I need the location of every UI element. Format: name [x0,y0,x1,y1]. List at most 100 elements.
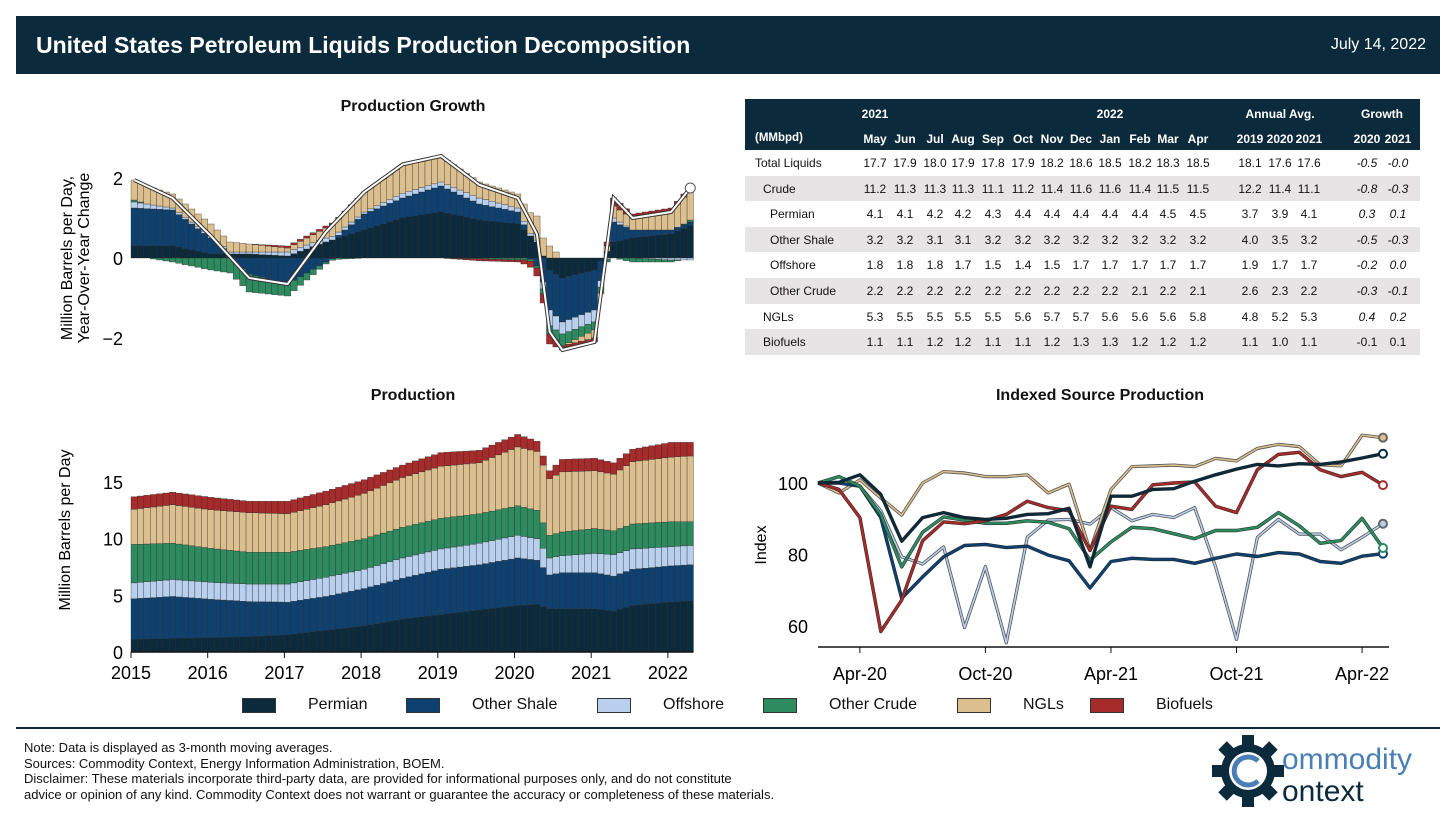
growth-bar-permian [367,227,375,259]
production-bar-offshore [335,574,343,595]
growth-bar-ngls [418,160,426,188]
production-bar-biofuels [175,492,183,506]
growth-bar-permian [265,254,272,259]
growth-bar-permian [412,215,419,259]
table-cell: 0.0 [1389,258,1407,273]
production-bar-offshore [533,538,541,561]
production-bar-ngls [616,469,624,529]
production-bar-offshore [233,583,240,602]
production-bar-ngls [539,464,547,524]
production-bar-offshore [629,548,637,570]
production-bar-offshore [501,537,509,561]
production-bar-other-shale [386,581,394,622]
production-bar-other-crude [309,548,317,580]
total-liquids-line [133,154,692,352]
table-cell: 12.2 [1238,181,1262,196]
production-bar-permian [194,637,202,653]
growth-bar-other-crude [181,257,189,265]
legend-label: NGLs [1023,696,1064,713]
growth-bar-offshore [239,251,247,255]
production-bar-biofuels [578,458,585,472]
column-header: Apr [1187,132,1209,146]
production-bar-other-crude [667,521,675,547]
growth-bar-permian [169,245,176,259]
table-cell: 4.4 [1072,207,1090,222]
growth-bar-permian [373,225,381,259]
growth-bar-ngls [552,251,560,259]
growth-bar-other-shale [130,207,138,247]
legend-label: Offshore [663,696,725,713]
production-bar-other-crude [629,523,637,550]
production-bar-other-crude [686,521,694,546]
table-cell: -0.1 [1387,284,1409,298]
production-bar-other-shale [591,572,598,610]
table-cell: 1.1 [1300,335,1318,350]
growth-bar-permian [661,234,669,259]
production-bar-biofuels [629,449,637,462]
production-bar-ngls [150,506,157,544]
growth-bar-other-shale [616,224,624,241]
table-cell: 1.2 [926,335,944,350]
production-bar-other-crude [169,543,176,580]
table-cell: 1.4 [1014,258,1032,273]
production-bar-offshore [469,544,477,566]
production-bar-ngls [424,469,432,522]
year-2022-header: 2022 [1096,107,1124,121]
production-bar-offshore [175,579,183,598]
production-bar-other-shale [450,567,458,614]
table-cell: 5.8 [1189,309,1207,324]
production-bar-other-shale [156,597,164,639]
production-bar-offshore [162,579,170,598]
table-cell: 11.3 [893,181,917,196]
production-bar-other-crude [297,550,304,582]
table-cell: 11.1 [1297,181,1321,196]
table-cell: -0.5 [1356,156,1378,170]
growth-bar-other-crude [527,259,534,262]
growth-bar-permian [559,257,566,279]
production-bar-other-crude [354,539,362,571]
production-bar-other-crude [431,519,438,551]
growth-bar-offshore [277,251,285,256]
growth-bar-other-crude [686,219,694,223]
growth-bar-other-crude [207,257,215,271]
table-row: Biofuels 1.1 1.1 1.2 1.2 1.1 1.1 1.2 1.3 1.3 1.2 1.… [745,329,1420,355]
growth-bar-permian [488,221,496,259]
growth-bar-permian [520,229,528,259]
production-bar-permian [137,639,144,653]
growth-bar-offshore [322,237,330,243]
production-bar-other-shale [686,564,694,602]
production-bar-biofuels [520,436,528,449]
production-bar-offshore [495,539,502,562]
production-bar-other-crude [258,552,266,585]
production-bar-ngls [584,470,592,530]
table-cell: 18.5 [1098,156,1122,170]
growth-bar-other-shale [622,227,630,240]
growth-bar-permian [475,219,483,259]
growth-bar-ngls [277,247,285,253]
production-bar-permian [469,610,477,653]
production-bar-other-crude [239,551,247,584]
production-bar-permian [239,636,247,653]
production-bar-ngls [322,504,330,547]
production-bar-other-shale [642,567,649,605]
production-bar-permian [661,602,669,653]
production-bar-other-crude [405,525,413,557]
legend-item: Other Crude [763,696,917,714]
growth-bar-permian [654,235,662,259]
growth-bar-offshore [137,202,144,209]
production-x-tick: 2017 [264,663,304,683]
disclaimer-line: Disclaimer: These materials incorporate … [24,771,732,786]
growth-bar-biofuels [450,258,458,260]
legend-item: Permian [242,696,368,714]
growth-bar-ngls [565,342,573,345]
growth-bar-permian [239,253,247,259]
production-bar-biofuels [399,464,407,478]
production-bar-ngls [469,463,477,515]
table-cell: 1.0 [1271,335,1289,350]
production-bar-permian [584,608,592,653]
growth-bar-ngls [386,173,394,200]
growth-bar-other-shale [469,200,477,219]
production-bar-other-crude [213,548,221,583]
production-bar-permian [456,612,464,653]
production-x-tick: 2022 [648,663,688,683]
